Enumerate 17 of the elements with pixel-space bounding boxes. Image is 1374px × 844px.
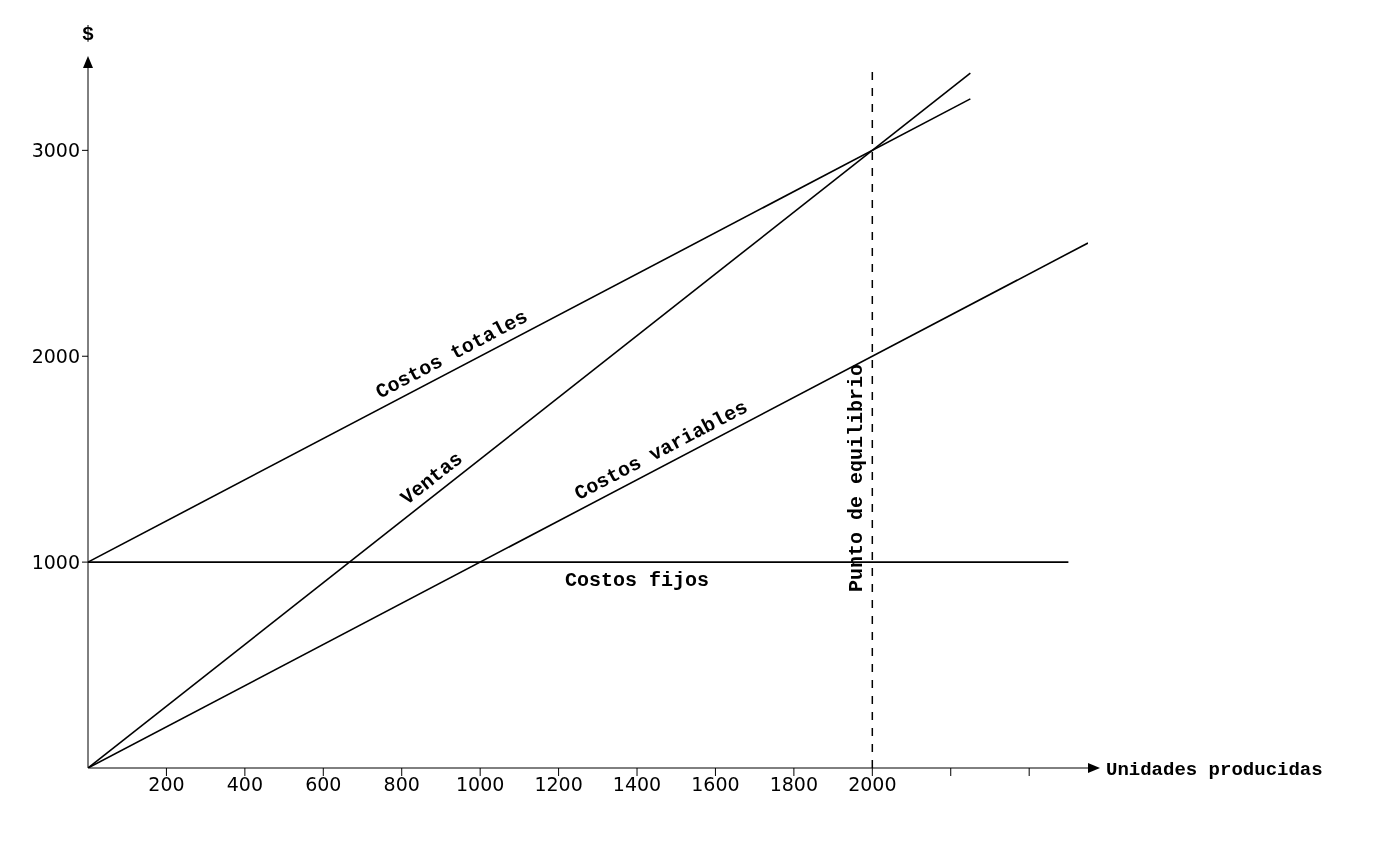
y-tick-label: 1000 [31, 550, 80, 573]
x-tick-label: 2000 [848, 773, 897, 796]
ref-line-label: Punto de equilibrio [845, 363, 869, 593]
x-tick-label: 200 [148, 773, 185, 796]
x-tick-label: 1400 [612, 773, 662, 796]
y-tick-label: 3000 [31, 139, 80, 162]
x-tick-label: 400 [226, 773, 263, 796]
x-axis-title: Unidades producidas [1106, 759, 1323, 781]
series-label: Costos fijos [565, 569, 710, 593]
x-tick-label: 1800 [769, 773, 819, 796]
x-tick-label: 600 [305, 773, 342, 796]
y-axis-title: $ [81, 23, 95, 46]
x-tick-label: 1000 [455, 773, 505, 796]
x-tick-label: 800 [383, 773, 420, 796]
x-tick-label: 1600 [691, 773, 740, 796]
x-tick-label: 1200 [534, 773, 583, 796]
y-tick-label: 2000 [31, 344, 80, 367]
